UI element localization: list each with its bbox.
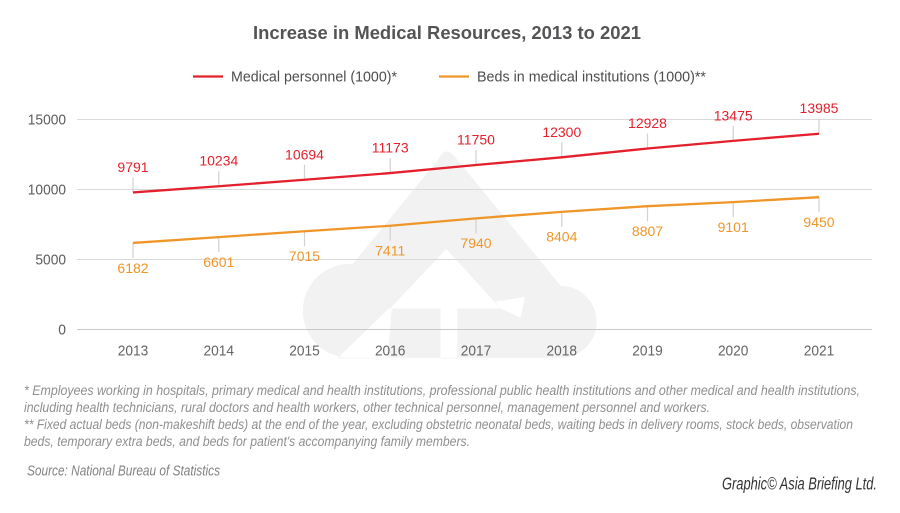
- svg-text:* Employees working in hospita: * Employees working in hospitals, primar…: [24, 383, 860, 398]
- svg-text:2020: 2020: [718, 343, 749, 360]
- svg-text:6182: 6182: [117, 260, 148, 276]
- svg-text:2014: 2014: [204, 343, 235, 360]
- svg-text:Beds in medical institutions (: Beds in medical institutions (1000)**: [477, 69, 706, 86]
- svg-text:Graphic© Asia Briefing Ltd.: Graphic© Asia Briefing Ltd.: [722, 474, 877, 494]
- svg-text:10694: 10694: [285, 146, 324, 162]
- svg-text:8807: 8807: [632, 223, 663, 239]
- svg-text:6601: 6601: [203, 254, 234, 270]
- svg-text:2018: 2018: [547, 343, 578, 360]
- svg-text:** Fixed actual beds (non-make: ** Fixed actual beds (non-makeshift beds…: [24, 417, 853, 432]
- svg-text:beds, temporary extra beds, an: beds, temporary extra beds, and beds for…: [24, 434, 470, 449]
- svg-text:2019: 2019: [632, 343, 663, 360]
- svg-text:13475: 13475: [714, 107, 753, 123]
- svg-text:5000: 5000: [35, 252, 66, 269]
- svg-text:11173: 11173: [372, 140, 409, 156]
- svg-text:10234: 10234: [199, 153, 238, 169]
- svg-text:2017: 2017: [461, 343, 492, 360]
- svg-text:Source: National Bureau of Sta: Source: National Bureau of Statistics: [27, 463, 220, 480]
- svg-text:13985: 13985: [800, 100, 839, 116]
- svg-text:2021: 2021: [804, 343, 835, 360]
- svg-text:7411: 7411: [375, 243, 405, 259]
- svg-text:9101: 9101: [718, 219, 749, 235]
- svg-text:15000: 15000: [28, 112, 66, 129]
- svg-text:2013: 2013: [118, 343, 149, 360]
- svg-text:Increase in Medical Resources,: Increase in Medical Resources, 2013 to 2…: [253, 23, 641, 43]
- svg-text:Medical personnel (1000)*: Medical personnel (1000)*: [231, 69, 397, 86]
- svg-text:12300: 12300: [542, 124, 581, 140]
- svg-text:0: 0: [58, 322, 66, 339]
- svg-text:including health technicians,: including health technicians, rural doct…: [24, 400, 710, 415]
- svg-text:2016: 2016: [375, 343, 406, 360]
- svg-text:2015: 2015: [289, 343, 320, 360]
- svg-text:7015: 7015: [289, 248, 320, 264]
- svg-text:7940: 7940: [460, 235, 491, 251]
- svg-text:12928: 12928: [628, 115, 667, 131]
- svg-text:11750: 11750: [457, 132, 495, 148]
- svg-text:9450: 9450: [803, 214, 834, 230]
- svg-text:9791: 9791: [117, 159, 148, 175]
- svg-text:8404: 8404: [546, 229, 577, 245]
- svg-text:10000: 10000: [28, 182, 66, 199]
